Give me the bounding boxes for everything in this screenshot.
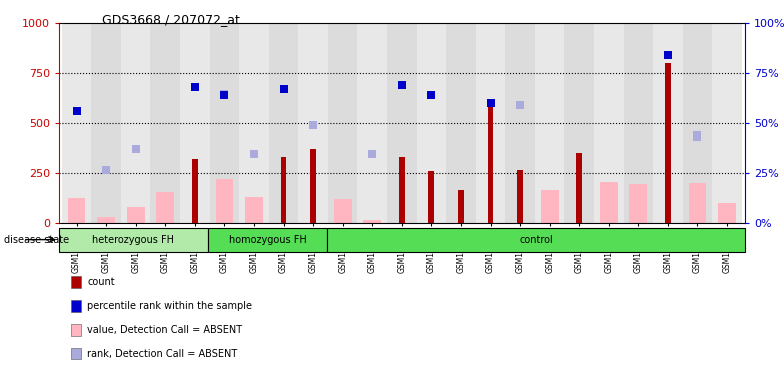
Bar [298, 23, 328, 223]
Bar [59, 228, 208, 252]
Bar [665, 63, 671, 223]
Bar [239, 23, 269, 223]
Bar [269, 23, 298, 223]
Bar [506, 23, 535, 223]
Bar [62, 23, 91, 223]
Bar [334, 199, 351, 223]
Bar [594, 23, 623, 223]
Bar [458, 190, 464, 223]
Bar [216, 179, 234, 223]
Text: homozygous FH: homozygous FH [229, 235, 307, 245]
Bar [327, 228, 745, 252]
Bar [363, 220, 381, 223]
Text: percentile rank within the sample: percentile rank within the sample [87, 301, 252, 311]
Bar [541, 190, 558, 223]
Bar [151, 23, 180, 223]
Bar [564, 23, 594, 223]
Bar [121, 23, 151, 223]
Bar [600, 182, 618, 223]
Text: value, Detection Call = ABSENT: value, Detection Call = ABSENT [87, 325, 242, 335]
Text: count: count [87, 277, 114, 287]
Bar [328, 23, 358, 223]
Text: GDS3668 / 207072_at: GDS3668 / 207072_at [102, 13, 240, 26]
Bar [67, 198, 85, 223]
Bar [416, 23, 446, 223]
Bar [623, 23, 653, 223]
Bar [208, 228, 327, 252]
Bar [630, 184, 648, 223]
Text: rank, Detection Call = ABSENT: rank, Detection Call = ABSENT [87, 349, 238, 359]
Text: disease state: disease state [4, 235, 69, 245]
Bar [387, 23, 416, 223]
Bar [476, 23, 506, 223]
Bar [97, 217, 115, 223]
Bar [127, 207, 144, 223]
Bar [446, 23, 476, 223]
Bar [245, 197, 263, 223]
Bar [281, 157, 286, 223]
Bar [688, 183, 706, 223]
Text: control: control [519, 235, 553, 245]
Bar [576, 153, 583, 223]
Bar [713, 23, 742, 223]
Bar [718, 203, 736, 223]
Bar [399, 157, 405, 223]
Bar [358, 23, 387, 223]
Bar [428, 171, 434, 223]
Bar [209, 23, 239, 223]
Bar [683, 23, 713, 223]
Bar [488, 101, 493, 223]
Bar [535, 23, 564, 223]
Bar [653, 23, 683, 223]
Bar [156, 192, 174, 223]
Bar [91, 23, 121, 223]
Bar [310, 149, 316, 223]
Text: heterozygous FH: heterozygous FH [93, 235, 174, 245]
Bar [180, 23, 209, 223]
Bar [192, 159, 198, 223]
Bar [517, 170, 523, 223]
